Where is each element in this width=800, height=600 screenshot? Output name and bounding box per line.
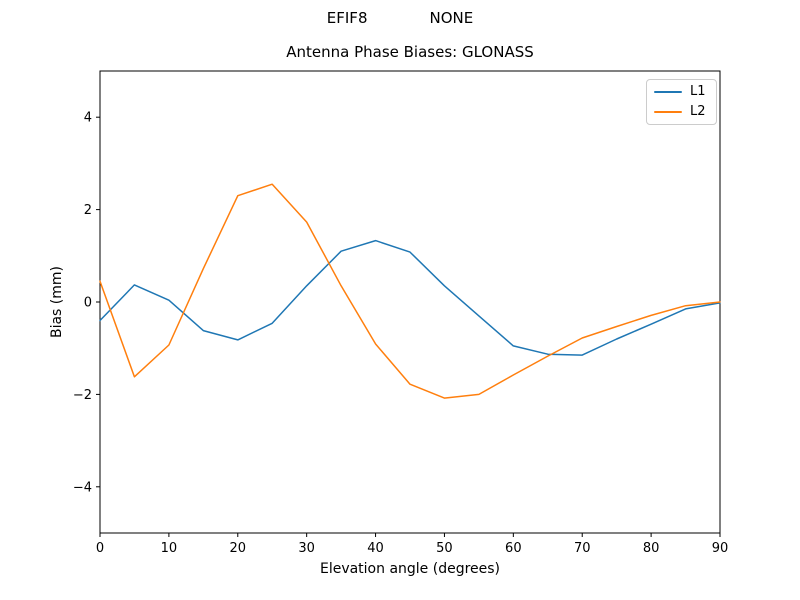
x-tick-label: 30 <box>298 541 315 556</box>
x-tick-label: 90 <box>712 541 729 556</box>
legend-label-l1: L1 <box>690 84 706 99</box>
y-tick-label: 0 <box>84 296 92 311</box>
legend-label-l2: L2 <box>690 104 706 119</box>
y-tick-label: −2 <box>73 388 92 403</box>
l1-line-swatch <box>654 91 682 93</box>
y-axis-label: Bias (mm) <box>49 265 65 339</box>
y-tick-label: −4 <box>73 480 92 495</box>
x-tick-label: 0 <box>96 541 104 556</box>
x-tick-label: 60 <box>505 541 522 556</box>
x-tick-label: 40 <box>367 541 384 556</box>
x-tick-label: 50 <box>436 541 453 556</box>
chart-title: Antenna Phase Biases: GLONASS <box>286 43 534 61</box>
legend-entry-l1: L1 <box>654 85 716 99</box>
x-tick-label: 10 <box>161 541 178 556</box>
x-tick-label: 80 <box>643 541 660 556</box>
x-axis-label: Elevation angle (degrees) <box>319 561 501 577</box>
y-tick-label: 4 <box>84 111 92 126</box>
x-tick-label: 70 <box>574 541 591 556</box>
line-l1 <box>99 239 721 356</box>
figure-suptitle: EFIF8 NONE <box>0 10 800 27</box>
suptitle-left: EFIF8 <box>326 9 368 27</box>
l2-line-swatch <box>654 111 682 113</box>
plot-border <box>99 70 721 534</box>
y-tick-label: 2 <box>84 203 92 218</box>
legend: L1 L2 <box>646 79 717 125</box>
line-l2 <box>99 183 721 399</box>
legend-entry-l2: L2 <box>654 105 716 119</box>
suptitle-right: NONE <box>429 9 474 27</box>
x-tick-label: 20 <box>230 541 247 556</box>
